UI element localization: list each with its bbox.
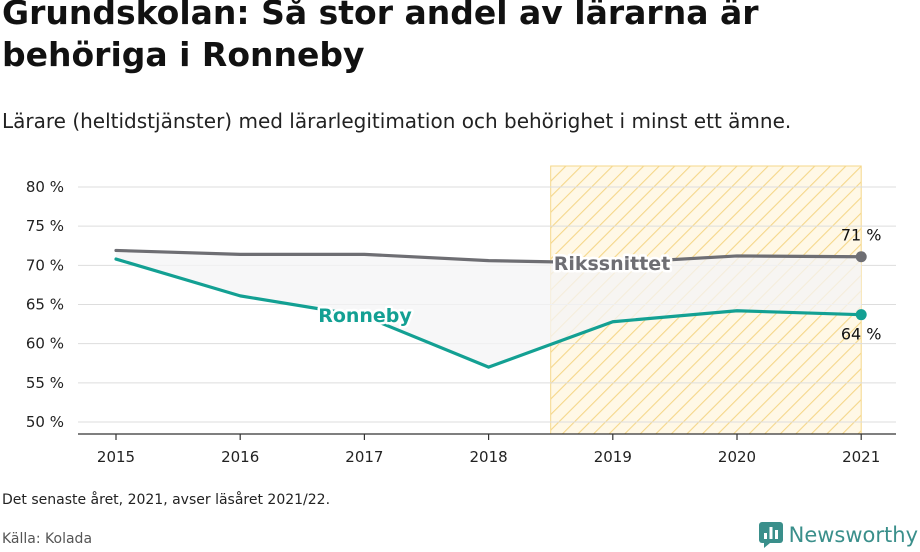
x-tick-label: 2018 xyxy=(470,448,508,466)
x-tick-label: 2017 xyxy=(345,448,383,466)
ronneby-line xyxy=(114,257,863,369)
y-tick-label: 50 % xyxy=(26,413,64,431)
newsworthy-logo-icon xyxy=(758,522,783,548)
gap-area xyxy=(116,250,862,368)
x-tick-label: 2020 xyxy=(718,448,756,466)
riks-line xyxy=(114,248,863,265)
riks-end-label: 71 % xyxy=(841,226,882,245)
label-layer: 71 % 64 % Rikssnittet Ronneby xyxy=(316,226,882,344)
y-tick-label: 60 % xyxy=(26,335,64,353)
y-tick-label: 55 % xyxy=(26,374,64,392)
ronneby-series-label: Ronneby xyxy=(318,305,412,327)
y-tick-label: 80 % xyxy=(26,178,64,196)
riks-end-point xyxy=(855,251,867,263)
ronneby-end-point xyxy=(855,309,867,321)
footnote: Det senaste året, 2021, avser läsåret 20… xyxy=(2,492,331,508)
x-tick-label: 2019 xyxy=(594,448,632,466)
page-title: Grundskolan: Så stor andel av lärarna är… xyxy=(2,0,759,74)
series-line-layer xyxy=(114,248,867,369)
gap-area-layer xyxy=(116,250,862,368)
x-tick-label: 2015 xyxy=(97,448,135,466)
grid-layer: 50 % 55 % 60 % 65 % 70 % 75 % 80 % 2015 2016 2017… xyxy=(26,178,896,466)
line-chart: 50 % 55 % 60 % 65 % 70 % 75 % 80 % 2015 2016 2017… xyxy=(26,165,896,466)
ronneby-end-label: 64 % xyxy=(841,325,882,344)
source-text: Källa: Kolada xyxy=(2,531,93,547)
y-tick-label: 75 % xyxy=(26,217,64,235)
chart-subtitle: Lärare (heltidstjänster) med lärarlegiti… xyxy=(2,109,792,133)
y-tick-label: 65 % xyxy=(26,296,64,314)
x-tick-label: 2021 xyxy=(842,448,880,466)
x-tick-label: 2016 xyxy=(221,448,259,466)
brand-name: Newsworthy xyxy=(788,523,918,547)
riks-series-label: Rikssnittet xyxy=(554,253,671,275)
y-tick-label: 70 % xyxy=(26,256,64,274)
brand-logo[interactable]: Newsworthy xyxy=(758,520,918,550)
